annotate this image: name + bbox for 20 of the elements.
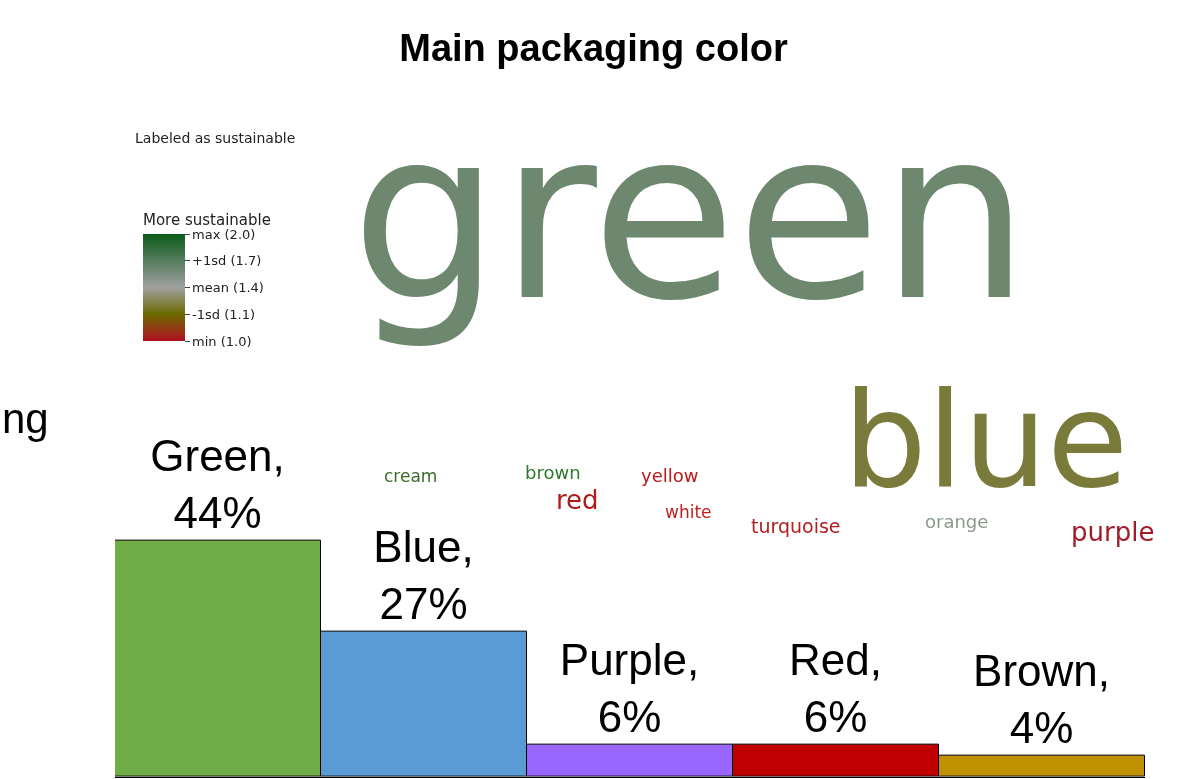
category-label: brown xyxy=(525,462,581,483)
chart-title: Main packaging color xyxy=(399,27,788,70)
text: Labeled as sustainable xyxy=(135,130,296,146)
category-label: white xyxy=(665,502,712,522)
data-label: Brown, 4% xyxy=(973,645,1110,753)
category-label: turquoise xyxy=(751,515,841,537)
text: min (1.0) xyxy=(192,333,252,349)
data-label: Green, 44% xyxy=(150,430,285,538)
data-label: Purple, 6% xyxy=(559,634,700,742)
text: ng xyxy=(2,395,49,442)
category-label: red xyxy=(556,485,599,515)
category-label: purple xyxy=(1071,517,1155,547)
category-label: yellow xyxy=(641,465,699,486)
text: -1sd (1.1) xyxy=(192,306,256,322)
text: +1sd (1.7) xyxy=(192,253,262,269)
text: mean (1.4) xyxy=(192,280,264,296)
data-label: Red, 6% xyxy=(789,634,882,742)
data-label: Blue, 27% xyxy=(373,521,474,629)
category-label: cream xyxy=(384,466,438,486)
category-label: green xyxy=(351,79,1030,352)
